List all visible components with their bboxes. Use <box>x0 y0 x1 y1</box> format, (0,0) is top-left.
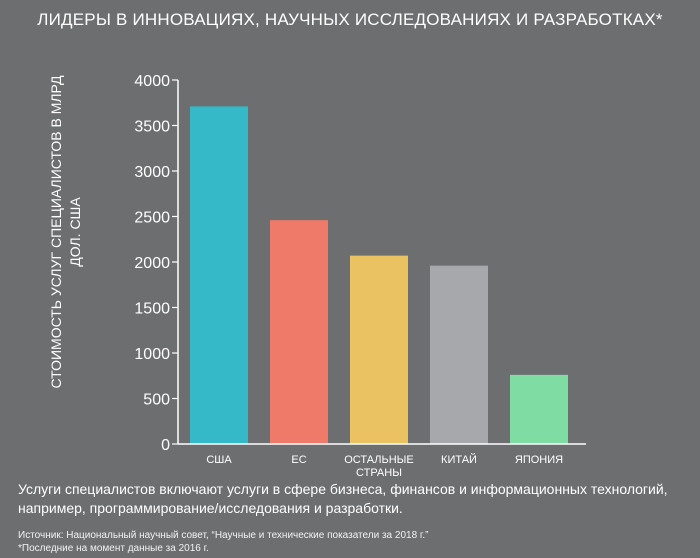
footnote-description: Услуги специалистов включают услуги в сф… <box>18 481 668 516</box>
x-tick-label: США <box>206 454 232 466</box>
footnote-text: *Последние на момент данные за 2016 г. <box>18 543 209 554</box>
x-tick-label: ОСТАЛЬНЫЕ СТРАНЫ <box>344 454 414 479</box>
bar-chart: 0 500 1000 1500 2000 2500 3000 3500 4000 США ЕС ОС… <box>134 73 586 479</box>
y-axis-ticks: 0 500 1000 1500 2000 2500 3000 3500 4000 <box>134 73 178 454</box>
bars <box>190 106 568 444</box>
bar-1 <box>190 106 248 444</box>
bar-3 <box>350 255 408 444</box>
y-axis-label: СТОИМОСТЬ УСЛУГ СПЕЦИАЛИСТОВ В МЛРД ДОЛ.… <box>48 75 83 389</box>
y-tick-label: 2000 <box>134 255 170 272</box>
chart-title: ЛИДЕРЫ В ИННОВАЦИЯХ, НАУЧНЫХ ИССЛЕДОВАНИ… <box>37 10 663 29</box>
source-block: Источник: Национальный научный совет, “Н… <box>18 529 428 555</box>
y-tick-label: 4000 <box>134 73 170 90</box>
y-tick-label: 3000 <box>134 164 170 181</box>
y-tick-label: 0 <box>161 437 170 454</box>
x-tick-label: ЯПОНИЯ <box>515 454 563 466</box>
y-tick-label: 2500 <box>134 210 170 227</box>
y-tick-label: 1500 <box>134 301 170 318</box>
y-tick-label: 3500 <box>134 119 170 136</box>
x-axis-labels: США ЕС ОСТАЛЬНЫЕ СТРАНЫ КИТАЙ ЯПОНИЯ <box>206 453 563 479</box>
bar-5 <box>510 374 568 444</box>
source-text: Источник: Национальный научный совет, “Н… <box>18 530 429 541</box>
y-tick-label: 1000 <box>134 346 170 363</box>
x-tick-label: ЕС <box>291 454 306 466</box>
bar-2 <box>270 220 328 444</box>
y-tick-label: 500 <box>143 392 170 409</box>
x-tick-label: КИТАЙ <box>441 453 477 466</box>
bar-4 <box>430 265 488 444</box>
